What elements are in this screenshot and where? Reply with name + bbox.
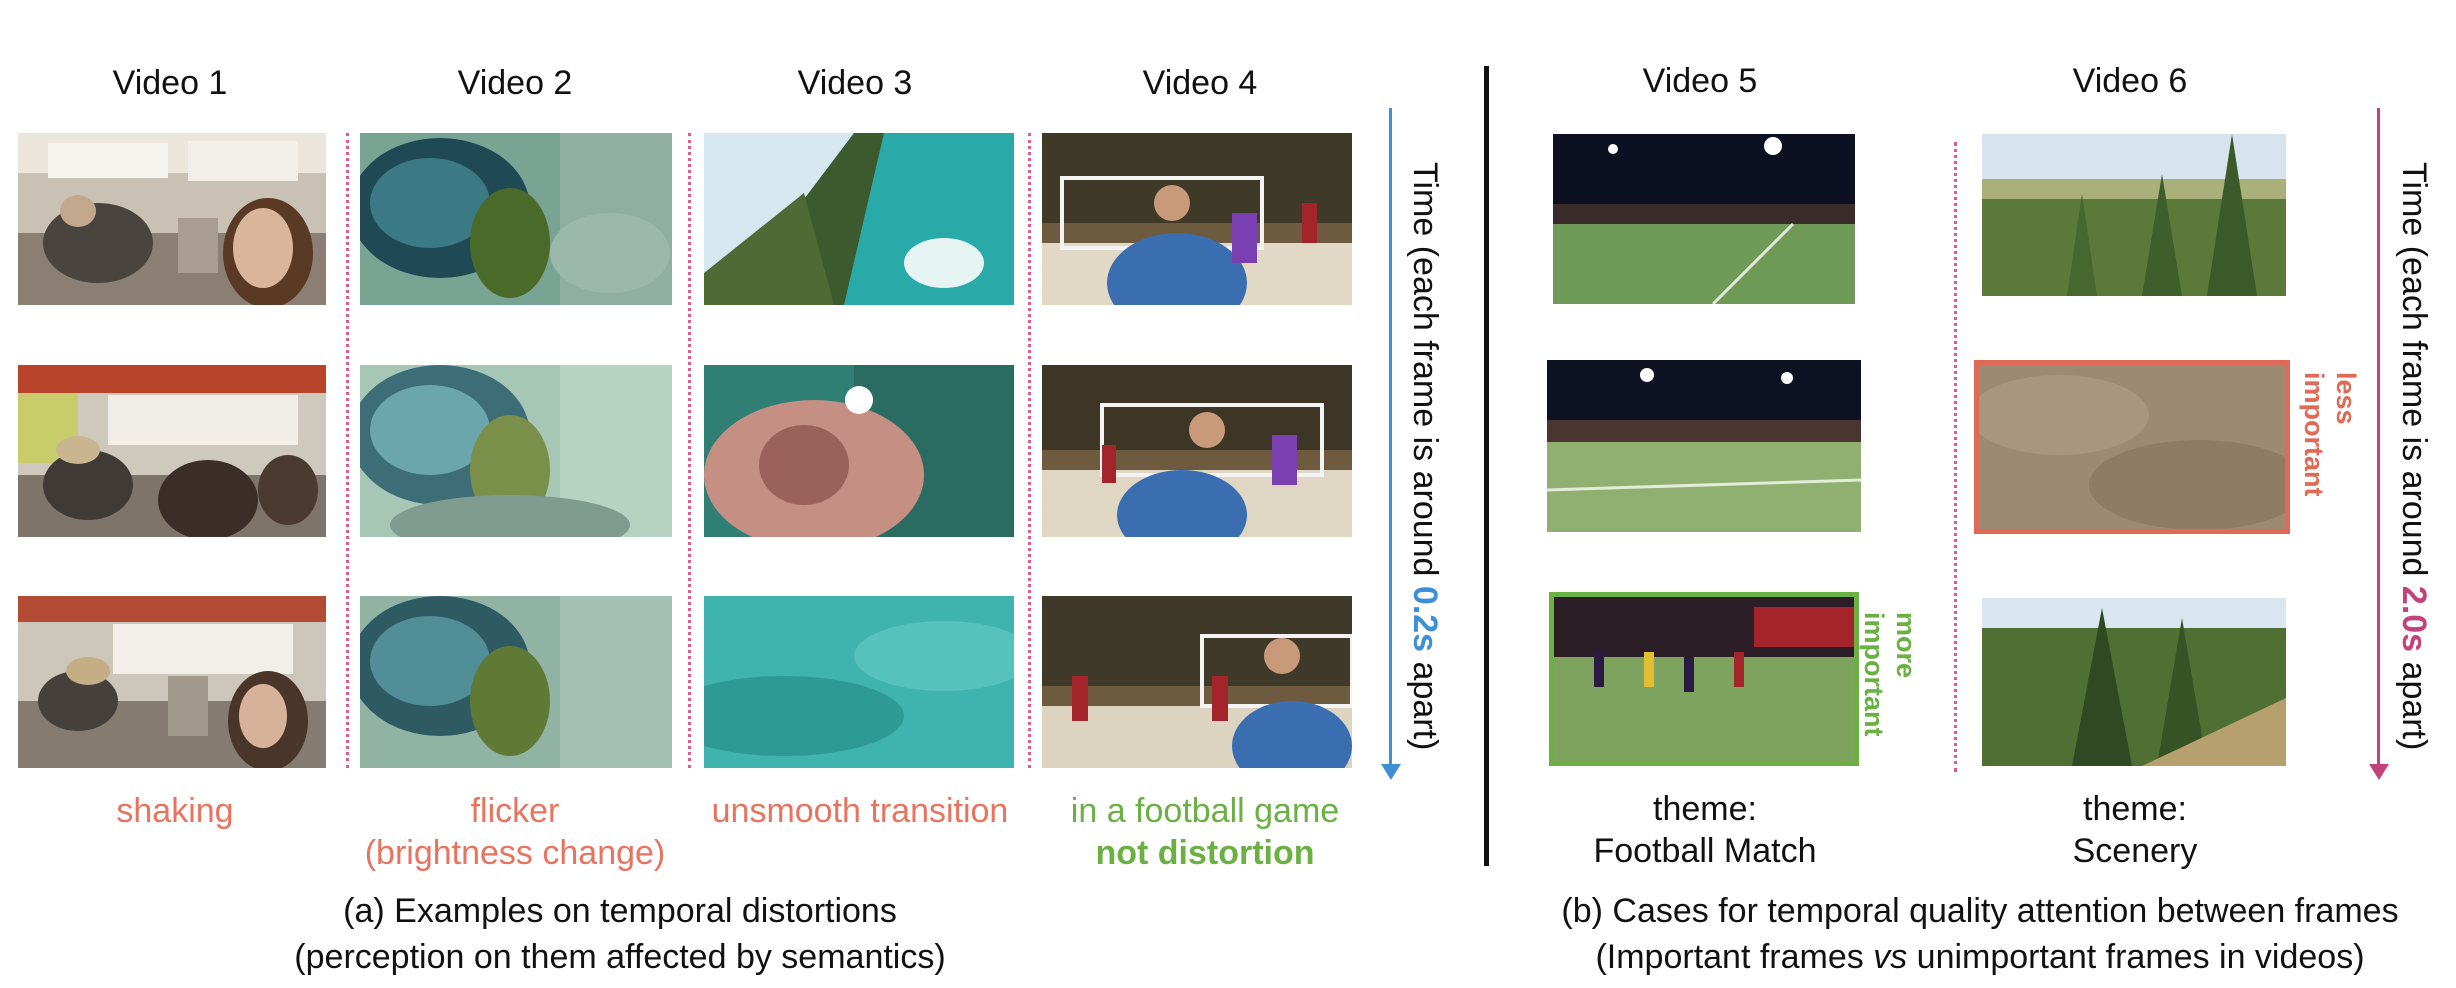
video5-frame-1 <box>1553 134 1855 304</box>
video4-frame-3 <box>1042 596 1352 768</box>
caption-b-line1: (b) Cases for temporal quality attention… <box>1561 892 2399 930</box>
caption-a: (a) Examples on temporal distortions (pe… <box>240 888 1000 980</box>
video5-frame-2 <box>1547 360 1861 532</box>
video3-frame-3 <box>704 596 1014 768</box>
video1-caption-line: shaking <box>116 792 234 830</box>
video4-frame-2 <box>1042 365 1352 537</box>
video1-frame-1 <box>18 133 326 305</box>
video2-frame-3 <box>360 596 672 768</box>
time-label-a-suffix: apart) <box>1406 652 1444 751</box>
video5-theme-label: theme: <box>1653 790 1757 828</box>
video6-theme: theme: Scenery <box>1975 788 2295 872</box>
time-arrow-a <box>1381 108 1401 784</box>
time-label-a: Time (each frame is around 0.2s apart) <box>1405 162 1444 750</box>
video4-frame-1 <box>1042 133 1352 305</box>
video6-theme-label: theme: <box>2083 790 2187 828</box>
video3-title: Video 3 <box>797 64 913 102</box>
video2-caption: flicker (brightness change) <box>340 790 690 874</box>
time-label-a-value: 0.2s <box>1406 585 1444 653</box>
caption-b: (b) Cases for temporal quality attention… <box>1525 888 2435 980</box>
panel-divider <box>1484 66 1489 866</box>
more-important-label: more important <box>1858 612 1922 737</box>
caption-b-line2-b: unimportant frames in videos) <box>1907 938 2365 976</box>
video3-caption: unsmooth transition <box>680 790 1040 832</box>
more-important-line1: more <box>1891 612 1921 679</box>
time-arrow-b <box>2369 108 2389 784</box>
video2-frame-2 <box>360 365 672 537</box>
less-important-label: less important <box>2298 372 2362 497</box>
video1-frame-3 <box>18 596 326 768</box>
video2-frame-1 <box>360 133 672 305</box>
video1-title: Video 1 <box>112 64 228 102</box>
video2-title: Video 2 <box>457 64 573 102</box>
time-label-b-suffix: apart) <box>2395 652 2433 751</box>
time-label-a-prefix: Time (each frame is around <box>1406 162 1444 586</box>
video3-frame-1 <box>704 133 1014 305</box>
time-label-b: Time (each frame is around 2.0s apart) <box>2394 162 2433 750</box>
caption-a-line2: (perception on them affected by semantic… <box>294 938 946 976</box>
video1-caption: shaking <box>10 790 340 832</box>
video4-caption: in a football game not distortion <box>1030 790 1380 874</box>
video5-frame-3 <box>1549 592 1859 766</box>
video4-caption-bold: not distortion <box>1095 834 1315 872</box>
video6-frame-3 <box>1982 598 2286 766</box>
video5-theme: theme: Football Match <box>1545 788 1865 872</box>
video6-frame-1 <box>1982 134 2286 296</box>
caption-b-line2-vs: vs <box>1873 938 1908 976</box>
time-label-b-prefix: Time (each frame is around <box>2395 162 2433 586</box>
separator-3-4 <box>1028 133 1031 768</box>
video3-caption-line: unsmooth transition <box>711 792 1009 830</box>
more-important-line2: important <box>1859 612 1889 737</box>
less-important-line2: important <box>2299 372 2329 497</box>
separator-1-2 <box>346 133 349 768</box>
video4-caption-line: in a football game <box>1070 792 1340 830</box>
video1-frame-2 <box>18 365 326 537</box>
less-important-line1: less <box>2331 372 2361 425</box>
video5-theme-value: Football Match <box>1593 832 1817 870</box>
separator-2-3 <box>688 133 691 768</box>
caption-a-line1: (a) Examples on temporal distortions <box>343 892 897 930</box>
video6-frame-2 <box>1974 360 2290 534</box>
video6-theme-value: Scenery <box>2072 832 2198 870</box>
separator-5-6 <box>1954 142 1957 772</box>
caption-b-line2-a: (Important frames <box>1595 938 1874 976</box>
video2-caption-line2: (brightness change) <box>364 834 666 872</box>
video2-caption-line1: flicker <box>470 792 560 830</box>
video3-frame-2 <box>704 365 1014 537</box>
time-label-b-value: 2.0s <box>2395 585 2433 653</box>
video5-title: Video 5 <box>1642 62 1758 100</box>
video4-title: Video 4 <box>1142 64 1258 102</box>
caption-b-line2: (Important frames vs unimportant frames … <box>1525 934 2435 980</box>
video6-title: Video 6 <box>2072 62 2188 100</box>
